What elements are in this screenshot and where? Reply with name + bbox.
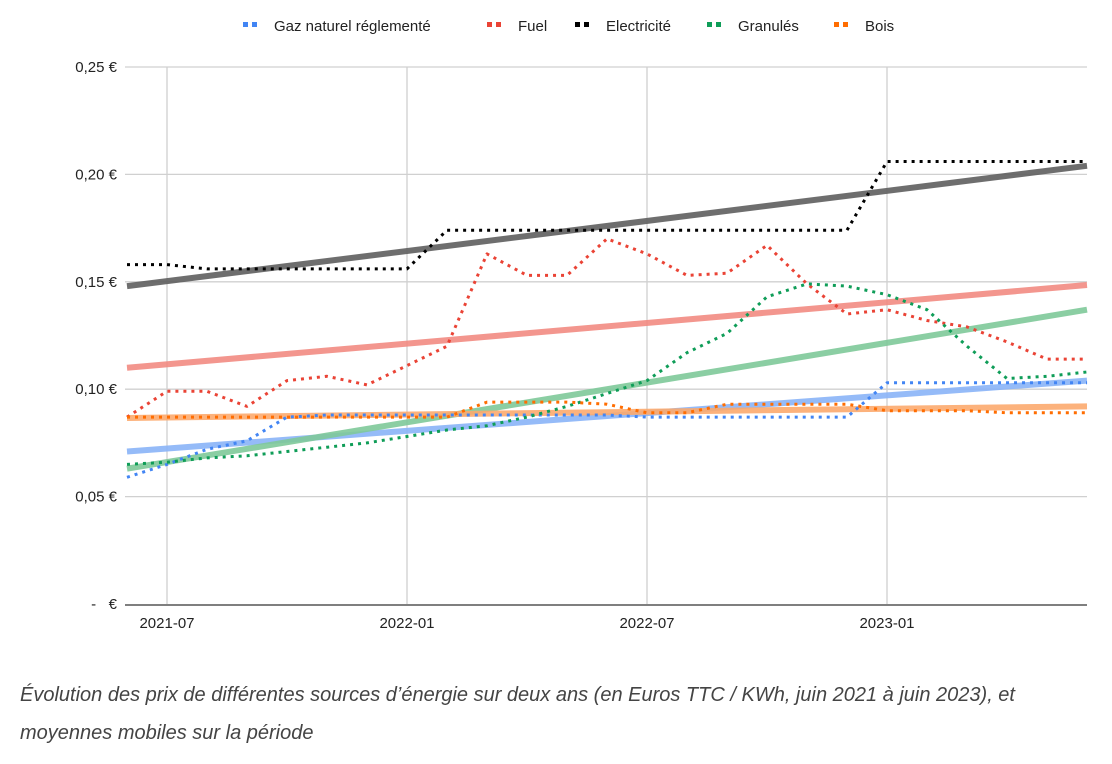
legend-label: Bois <box>865 18 894 35</box>
legend-label: Fuel <box>518 18 547 35</box>
trendline-2 <box>126 162 1088 290</box>
legend-swatch <box>834 22 839 27</box>
y-tick-label: 0,05 € <box>75 489 117 506</box>
y-tick-label: - € <box>91 596 117 613</box>
legend-swatch <box>707 22 712 27</box>
x-tick-label: 2023-01 <box>859 615 914 632</box>
x-tick-label: 2022-01 <box>379 615 434 632</box>
legend: Gaz naturel réglementé Fuel Electricité Gra… <box>243 18 894 35</box>
trendline-1 <box>126 282 1088 371</box>
legend-swatch <box>575 22 580 27</box>
legend-label: Granulés <box>738 18 799 35</box>
legend-swatch <box>487 22 492 27</box>
x-tick-label: 2022-07 <box>619 615 674 632</box>
x-tick-label: 2021-07 <box>139 615 194 632</box>
chart-caption: Évolution des prix de différentes source… <box>20 684 1015 744</box>
legend-swatch <box>243 22 248 27</box>
series-line-3 <box>126 282 1088 466</box>
x-axis-ticks: 2021-07 2022-01 2022-07 2023-01 <box>139 615 914 632</box>
series-lines <box>126 160 1088 479</box>
energy-price-chart: - € 0,05 € 0,10 € 0,15 € 0,20 € 0,25 € 2021-0… <box>75 18 1088 632</box>
y-axis-ticks: - € 0,05 € 0,10 € 0,15 € 0,20 € 0,25 € <box>75 59 117 613</box>
trendlines <box>126 162 1088 472</box>
grid <box>125 66 1087 604</box>
legend-swatch <box>584 22 589 27</box>
trendline-3 <box>126 306 1088 472</box>
legend-swatch <box>496 22 501 27</box>
series-line-0 <box>126 381 1087 479</box>
legend-label: Gaz naturel réglementé <box>274 18 431 35</box>
y-tick-label: 0,15 € <box>75 274 117 291</box>
y-tick-label: 0,25 € <box>75 59 117 76</box>
series-line-4 <box>127 400 1087 419</box>
legend-label: Electricité <box>606 18 671 35</box>
y-tick-label: 0,10 € <box>75 381 117 398</box>
legend-swatch <box>716 22 721 27</box>
y-tick-label: 0,20 € <box>75 166 117 183</box>
series-line-2 <box>127 160 1087 271</box>
legend-swatch <box>252 22 257 27</box>
legend-swatch <box>843 22 848 27</box>
